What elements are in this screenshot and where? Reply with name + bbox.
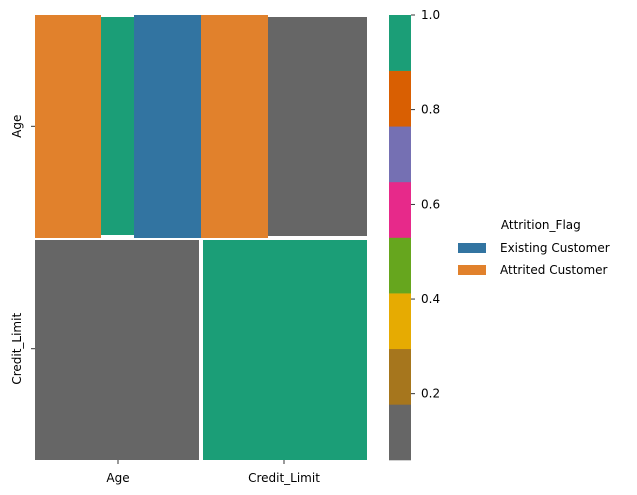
colorbar-segment-6 [389,70,411,127]
legend: Attrition_Flag Existing Customer Attrite… [458,218,610,281]
legend-title: Attrition_Flag [500,218,581,232]
y-tick-label-0: Age [10,115,24,138]
y-tick-label-1: Credit_Limit [10,313,24,385]
tile-age-age-existing [134,15,201,238]
colorbar-segment-3 [389,237,411,294]
colorbar-tick-label-2: 0.6 [421,197,440,211]
legend-item-existing: Existing Customer [458,237,610,259]
colorbar-segment-0 [389,404,411,461]
x-tick-label-0: Age [106,471,129,485]
legend-swatch-existing [458,243,486,253]
tile-age-age-value [101,17,134,235]
colorbar-tick-label-3: 0.8 [421,103,440,117]
legend-label-existing: Existing Customer [500,241,610,255]
tile-age-age-attrited [35,15,101,238]
x-tick-label-1: Credit_Limit [248,471,320,485]
legend-swatch-attrited [458,265,486,275]
tile-credit-credit [203,240,367,460]
colorbar-segment-2 [389,293,411,350]
colorbar-segment-7 [389,15,411,71]
colorbar-tick-label-4: 1.0 [421,8,440,22]
legend-item-attrited: Attrited Customer [458,259,610,281]
legend-label-attrited: Attrited Customer [500,263,608,277]
colorbar-segment-4 [389,181,411,238]
colorbar-segment-1 [389,348,411,405]
colorbar-tick-label-0: 0.2 [421,387,440,401]
tile-age-credit-value [268,17,367,236]
tile-age-credit-attrited [201,15,268,238]
tile-credit-age [35,240,199,460]
colorbar-tick-label-1: 0.4 [421,292,440,306]
colorbar-segment-5 [389,126,411,183]
